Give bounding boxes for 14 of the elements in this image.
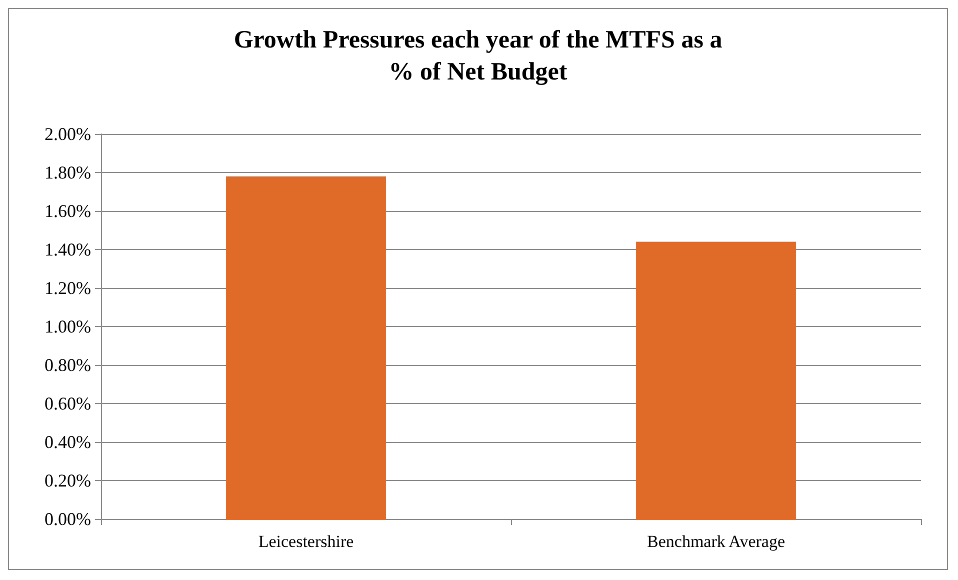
y-tick-label: 0.80%: [44, 355, 91, 375]
y-tick-label: 1.00%: [44, 316, 91, 336]
y-tick-label: 0.40%: [44, 432, 91, 452]
y-tick-label: 1.80%: [44, 162, 91, 182]
chart-title: Growth Pressures each year of the MTFS as a % of Net Budget: [234, 26, 723, 86]
y-tick-label: 0.00%: [44, 509, 91, 529]
y-tick-label: 2.00%: [44, 124, 91, 144]
y-tick-label: 1.40%: [44, 240, 91, 260]
x-tick-label: Leicestershire: [258, 532, 354, 551]
y-tick-label: 1.20%: [44, 278, 91, 298]
y-tick-label: 1.60%: [44, 201, 91, 221]
y-tick-label: 0.20%: [44, 470, 91, 490]
y-tick-label: 0.60%: [44, 394, 91, 414]
x-tick-label: Benchmark Average: [647, 532, 785, 551]
